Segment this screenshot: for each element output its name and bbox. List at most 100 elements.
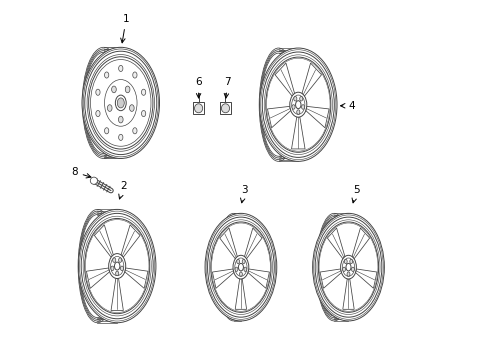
Ellipse shape [289, 92, 306, 117]
Ellipse shape [132, 128, 137, 134]
Polygon shape [355, 269, 376, 288]
Ellipse shape [260, 51, 296, 158]
Polygon shape [319, 269, 341, 288]
Ellipse shape [84, 52, 122, 153]
Bar [220, 102, 230, 114]
Ellipse shape [125, 86, 130, 93]
Ellipse shape [104, 80, 137, 126]
Text: 3: 3 [240, 185, 247, 203]
Ellipse shape [79, 211, 116, 321]
Ellipse shape [314, 217, 381, 317]
Polygon shape [274, 63, 294, 96]
Ellipse shape [316, 215, 351, 319]
Ellipse shape [215, 213, 251, 321]
Ellipse shape [318, 222, 378, 312]
Ellipse shape [317, 218, 350, 316]
Ellipse shape [119, 134, 122, 140]
Ellipse shape [119, 66, 122, 72]
Polygon shape [302, 63, 321, 96]
Ellipse shape [259, 50, 297, 159]
Ellipse shape [351, 267, 354, 271]
Ellipse shape [211, 223, 270, 311]
Ellipse shape [132, 72, 137, 78]
Polygon shape [342, 279, 353, 309]
Ellipse shape [291, 105, 294, 109]
Ellipse shape [346, 264, 350, 271]
Ellipse shape [82, 47, 124, 158]
Ellipse shape [141, 111, 145, 117]
Ellipse shape [210, 222, 270, 312]
Ellipse shape [111, 266, 114, 271]
Polygon shape [94, 225, 113, 257]
Ellipse shape [316, 213, 351, 321]
Ellipse shape [118, 116, 123, 123]
Ellipse shape [204, 213, 276, 321]
Ellipse shape [319, 223, 377, 311]
Text: 1: 1 [121, 14, 129, 43]
Polygon shape [351, 228, 369, 259]
Ellipse shape [107, 105, 112, 111]
Ellipse shape [259, 48, 336, 161]
Ellipse shape [296, 110, 299, 114]
Text: 8: 8 [71, 167, 91, 178]
Ellipse shape [266, 58, 329, 151]
Ellipse shape [81, 213, 153, 319]
Ellipse shape [104, 72, 108, 78]
Ellipse shape [295, 101, 301, 109]
Ellipse shape [207, 217, 274, 317]
Polygon shape [244, 228, 262, 259]
Ellipse shape [104, 128, 108, 134]
Ellipse shape [317, 217, 350, 318]
Ellipse shape [82, 47, 159, 158]
Polygon shape [212, 269, 233, 288]
Ellipse shape [96, 89, 100, 95]
Ellipse shape [221, 104, 229, 113]
Ellipse shape [90, 59, 151, 146]
Polygon shape [305, 106, 328, 128]
Ellipse shape [312, 213, 384, 321]
Polygon shape [111, 278, 123, 310]
Ellipse shape [78, 210, 156, 323]
Ellipse shape [342, 258, 354, 276]
Ellipse shape [239, 272, 242, 276]
Ellipse shape [111, 86, 116, 93]
Ellipse shape [261, 53, 296, 156]
Ellipse shape [291, 95, 304, 114]
Ellipse shape [265, 57, 330, 152]
Ellipse shape [90, 177, 97, 184]
Ellipse shape [209, 220, 272, 315]
Ellipse shape [78, 210, 117, 323]
Ellipse shape [242, 259, 244, 264]
Ellipse shape [349, 259, 352, 264]
Ellipse shape [83, 51, 123, 155]
Polygon shape [86, 268, 109, 288]
Ellipse shape [108, 253, 125, 279]
Ellipse shape [141, 89, 145, 95]
Ellipse shape [301, 105, 304, 109]
Text: 6: 6 [195, 77, 202, 98]
Ellipse shape [236, 259, 239, 264]
Ellipse shape [83, 216, 151, 316]
Text: 5: 5 [351, 185, 359, 203]
Polygon shape [247, 269, 269, 288]
Ellipse shape [194, 104, 202, 113]
Polygon shape [235, 279, 246, 309]
Ellipse shape [316, 220, 379, 315]
Ellipse shape [244, 267, 246, 271]
Ellipse shape [110, 256, 123, 276]
Polygon shape [124, 268, 148, 288]
Ellipse shape [346, 272, 349, 276]
Ellipse shape [87, 54, 154, 151]
Ellipse shape [262, 52, 334, 157]
Ellipse shape [233, 255, 248, 279]
Bar [193, 102, 203, 114]
Ellipse shape [342, 267, 345, 271]
Ellipse shape [313, 215, 383, 319]
Ellipse shape [115, 271, 119, 276]
Ellipse shape [120, 266, 123, 271]
Ellipse shape [340, 255, 356, 279]
Ellipse shape [216, 215, 251, 319]
Ellipse shape [259, 48, 297, 161]
Ellipse shape [88, 57, 153, 149]
Polygon shape [121, 225, 140, 257]
